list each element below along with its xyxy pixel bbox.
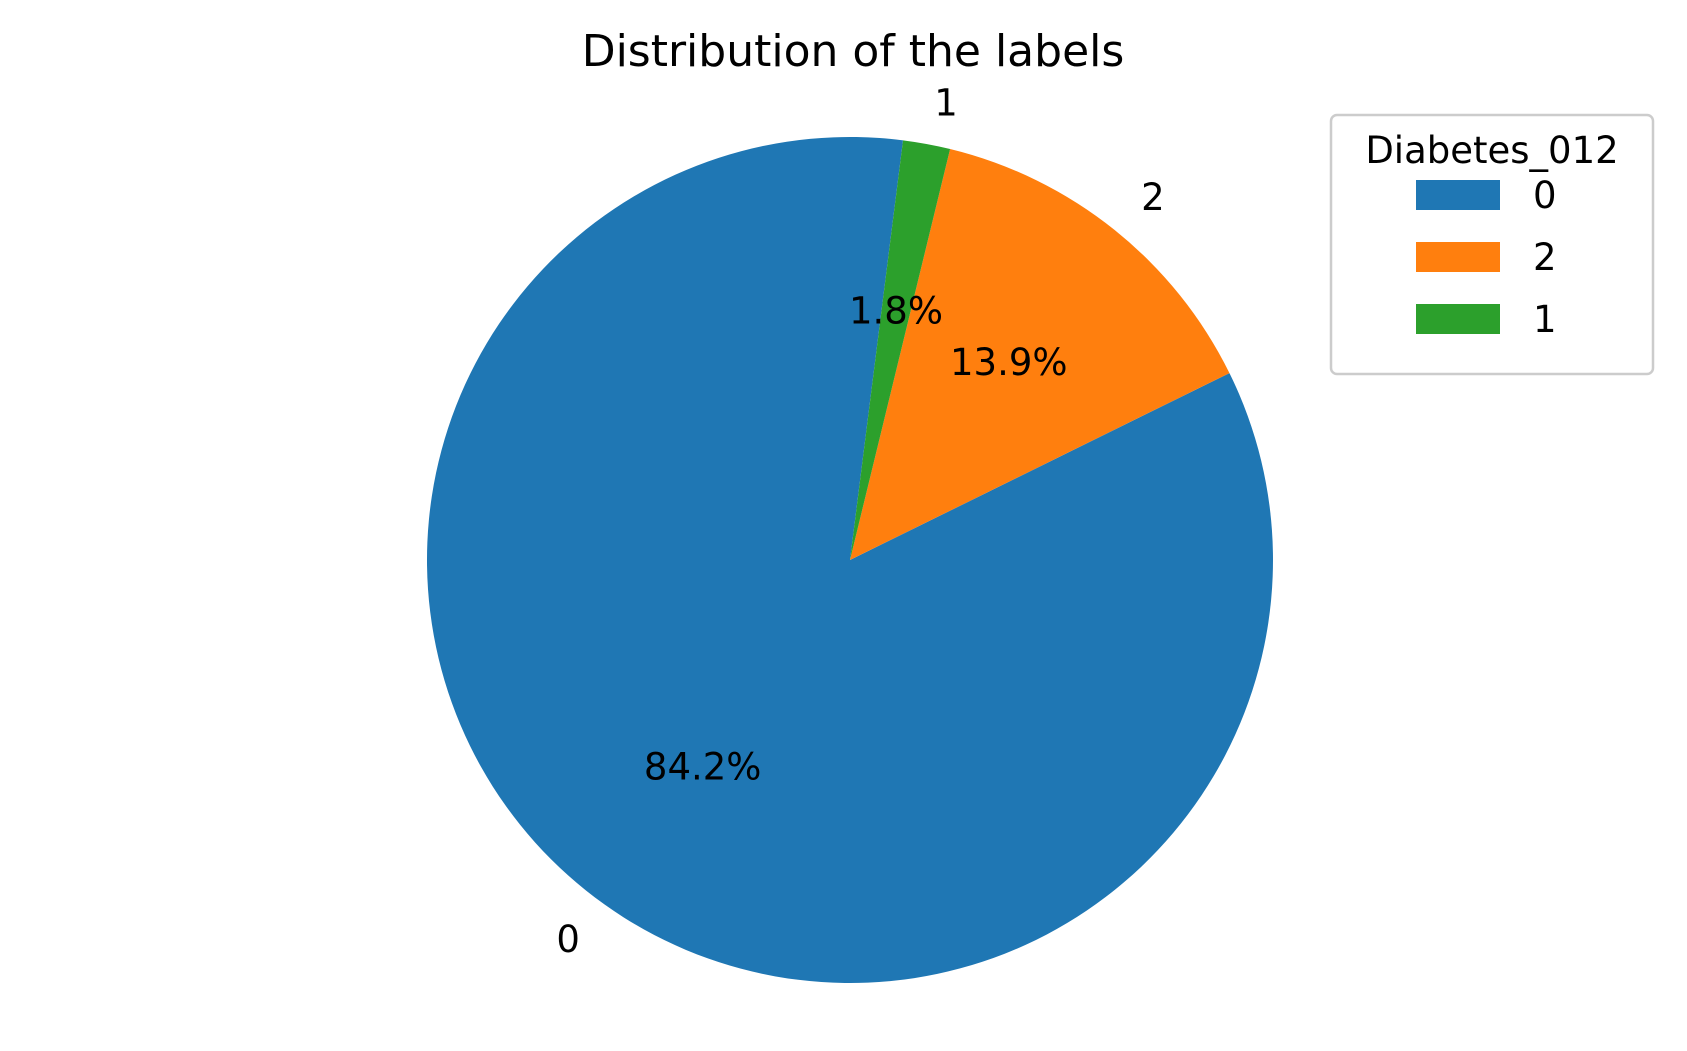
legend-label-0: 0 — [1533, 174, 1557, 217]
pie-slice-0 — [426, 137, 1273, 984]
slice-label-1: 1 — [934, 81, 958, 124]
chart-title: Distribution of the labels — [582, 26, 1125, 77]
legend-swatch-1 — [1416, 304, 1500, 334]
legend-swatch-0 — [1416, 180, 1500, 210]
slice-category-labels: 0 2 1 — [556, 81, 1164, 961]
slice-label-2: 2 — [1141, 176, 1165, 219]
legend-title: Diabetes_012 — [1365, 129, 1618, 172]
legend-swatch-2 — [1416, 242, 1500, 272]
pie-slice-1 — [850, 140, 951, 560]
pie-slices — [426, 137, 1273, 984]
legend-label-1: 1 — [1533, 298, 1557, 341]
slice-percent-1: 1.8% — [849, 289, 943, 332]
legend-entries: 0 2 1 — [1416, 174, 1557, 341]
legend: Diabetes_012 0 2 1 — [1329, 113, 1655, 376]
pie-slice-2 — [850, 149, 1230, 560]
slice-label-0: 0 — [556, 918, 580, 961]
legend-label-2: 2 — [1533, 236, 1557, 279]
slice-percent-labels: 84.2% 13.9%1.8% — [644, 289, 1068, 788]
slice-percent-2: 13.9% — [950, 341, 1068, 384]
slice-percent-0: 84.2% — [644, 746, 762, 789]
